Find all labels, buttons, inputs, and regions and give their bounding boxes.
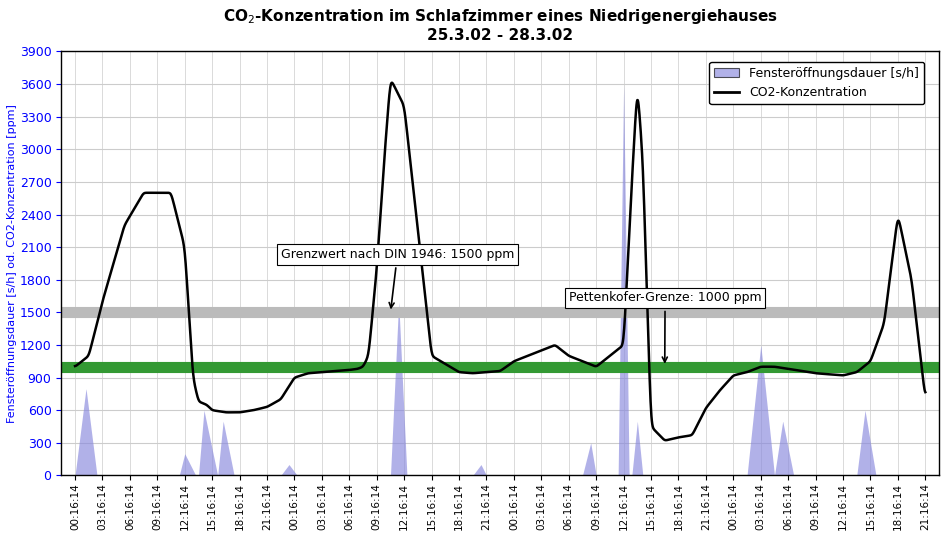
Text: Grenzwert nach DIN 1946: 1500 ppm: Grenzwert nach DIN 1946: 1500 ppm <box>281 248 514 308</box>
Text: Pettenkofer-Grenze: 1000 ppm: Pettenkofer-Grenze: 1000 ppm <box>569 292 762 362</box>
Y-axis label: Fensteröffnungsdauer [s/h] od. CO2-Konzentration [ppm]: Fensteröffnungsdauer [s/h] od. CO2-Konze… <box>7 104 17 423</box>
Title: CO$_2$-Konzentration im Schlafzimmer eines Niedrigenergiehauses
25.3.02 - 28.3.0: CO$_2$-Konzentration im Schlafzimmer ein… <box>222 7 778 43</box>
Legend: Fensteröffnungsdauer [s/h], CO2-Konzentration: Fensteröffnungsdauer [s/h], CO2-Konzentr… <box>710 62 924 104</box>
